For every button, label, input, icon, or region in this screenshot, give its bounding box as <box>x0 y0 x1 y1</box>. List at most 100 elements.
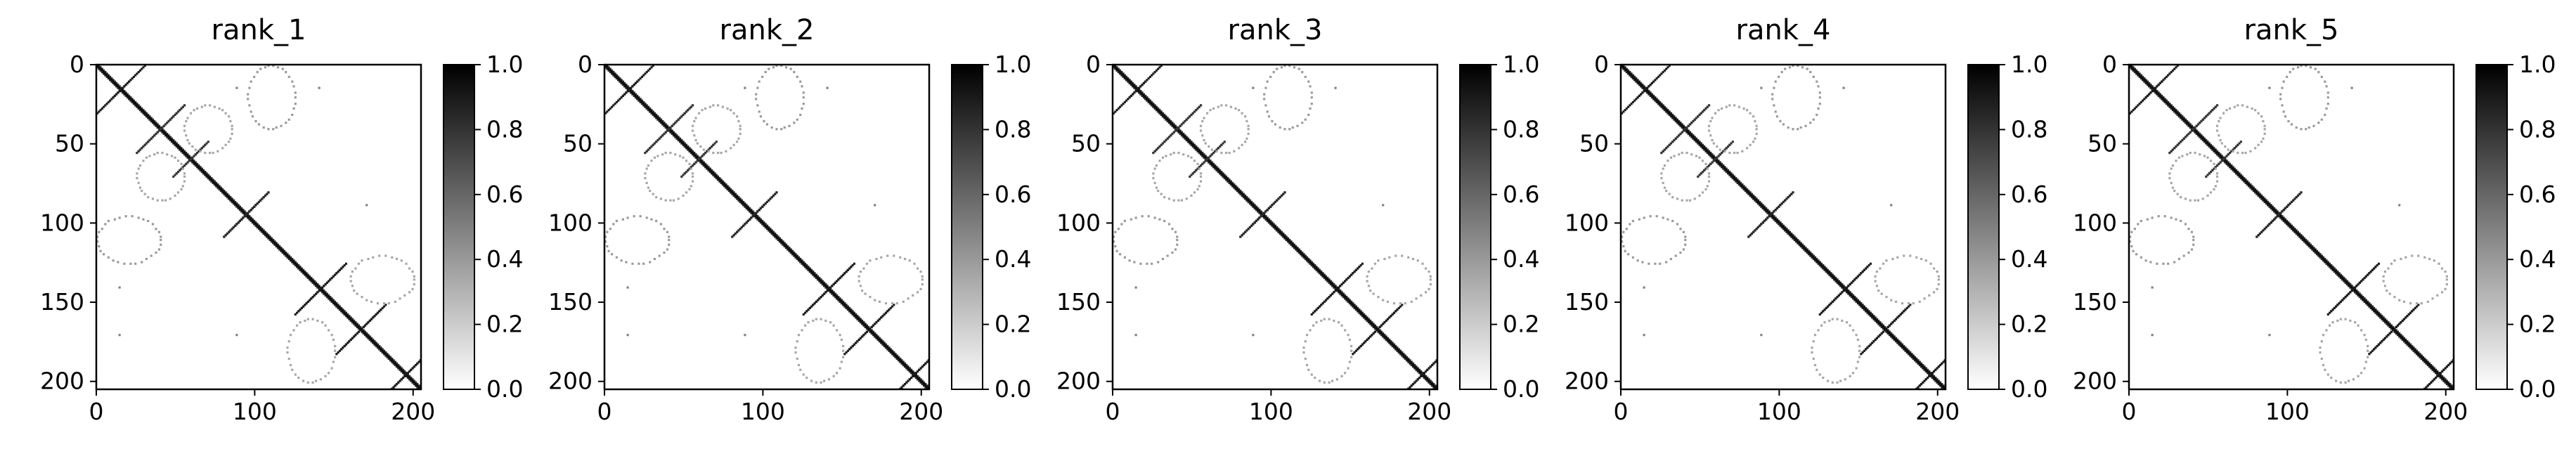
heatmap-cell <box>199 169 202 171</box>
heatmap-cell <box>1918 300 1921 303</box>
heatmap-cell <box>1898 343 1901 346</box>
heatmap-cell <box>836 296 839 299</box>
heatmap-cell <box>349 319 352 322</box>
heatmap-cell <box>212 180 214 183</box>
heatmap-cell <box>1358 266 1361 268</box>
heatmap-cell <box>1698 113 1701 117</box>
heatmap-cell <box>1267 115 1271 118</box>
heatmap-cell <box>193 162 195 165</box>
heatmap-cell <box>674 132 677 136</box>
heatmap-cell <box>682 142 685 145</box>
heatmap-cell <box>1690 122 1693 124</box>
heatmap-cell <box>340 348 343 351</box>
heatmap-cell <box>289 334 292 337</box>
heatmap-cell <box>1334 286 1337 289</box>
heatmap-cell <box>1797 238 1799 242</box>
heatmap-cell <box>170 138 174 142</box>
heatmap-cell <box>1725 171 1728 174</box>
heatmap-cell <box>1407 359 1410 362</box>
heatmap-cell <box>688 147 691 150</box>
heatmap-cell <box>1176 129 1179 132</box>
heatmap-cell <box>363 324 367 327</box>
heatmap-cell <box>903 362 907 365</box>
heatmap-cell <box>176 171 180 174</box>
heatmap-cell <box>630 91 633 94</box>
heatmap-cell <box>1367 337 1370 339</box>
heatmap-cell <box>1641 85 1644 88</box>
heatmap-cell <box>384 354 387 357</box>
heatmap-cell <box>745 204 748 207</box>
heatmap-cell <box>1793 237 1796 240</box>
heatmap-cell <box>1380 330 1383 333</box>
heatmap-cell <box>143 113 146 117</box>
heatmap-cell <box>1730 142 1733 145</box>
heatmap-cell <box>1778 75 1780 78</box>
heatmap-cell <box>803 324 807 327</box>
heatmap-cell <box>142 218 145 221</box>
heatmap-cell <box>1161 115 1165 118</box>
heatmap-cell <box>1326 278 1329 281</box>
heatmap-cell <box>1932 267 1936 270</box>
heatmap-cell <box>1830 273 1832 276</box>
heatmap-cell <box>672 134 675 137</box>
heatmap-cell <box>115 85 118 88</box>
heatmap-cell <box>1836 318 1839 320</box>
heatmap-cell <box>1643 286 1645 289</box>
heatmap-cell <box>2135 69 2138 72</box>
heatmap-cell <box>1742 185 1745 188</box>
heatmap-cell <box>634 93 637 96</box>
heatmap-cell <box>842 302 845 305</box>
heatmap-cell <box>150 137 153 140</box>
heatmap-cell <box>1141 84 1144 86</box>
heatmap-cell <box>1704 162 1707 165</box>
heatmap-cell <box>1868 311 1870 314</box>
heatmap-cell <box>1115 67 1118 70</box>
heatmap-cell <box>1766 209 1769 212</box>
heatmap-cell <box>1782 226 1785 229</box>
heatmap-cell <box>726 185 729 188</box>
heatmap-cell <box>1309 262 1312 265</box>
heatmap-cell <box>1768 213 1771 216</box>
heatmap-cell <box>1809 253 1812 256</box>
heatmap-cell <box>713 172 716 175</box>
heatmap-cell <box>913 262 916 265</box>
heatmap-cell <box>2152 86 2155 89</box>
heatmap-cell <box>1309 261 1312 264</box>
heatmap-cell <box>1405 357 1409 361</box>
heatmap-cell <box>661 123 664 126</box>
heatmap-cell <box>1920 382 1923 386</box>
heatmap-cell <box>1283 128 1286 131</box>
heatmap-cell <box>1666 218 1669 221</box>
heatmap-cell <box>1383 257 1386 261</box>
heatmap-cell <box>1366 319 1368 322</box>
heatmap-cell <box>1165 155 1167 157</box>
heatmap-cell <box>145 113 148 117</box>
heatmap-cell <box>1811 256 1813 259</box>
heatmap-cell <box>138 164 142 167</box>
heatmap-cell <box>216 150 219 152</box>
heatmap-cell <box>367 334 370 337</box>
heatmap-cell <box>614 72 616 75</box>
heatmap-cell <box>1869 313 1872 316</box>
heatmap-cell <box>179 145 181 148</box>
heatmap-cell <box>1301 254 1304 257</box>
heatmap-cell <box>194 162 197 165</box>
heatmap-cell <box>1754 119 1756 123</box>
heatmap-cell <box>694 161 697 164</box>
heatmap-cell <box>1301 122 1304 124</box>
heatmap-cell <box>815 318 817 320</box>
heatmap-cell <box>1184 119 1186 123</box>
heatmap-cell <box>276 66 280 69</box>
heatmap-cell <box>1228 178 1231 181</box>
heatmap-cell <box>162 132 165 136</box>
heatmap-cell <box>281 248 284 251</box>
heatmap-cell <box>128 94 131 97</box>
heatmap-cell <box>829 287 832 290</box>
heatmap-cell <box>888 348 891 351</box>
heatmap-cell <box>663 228 666 230</box>
heatmap-cell <box>1353 305 1356 308</box>
heatmap-cell <box>1660 72 1663 75</box>
heatmap-cell <box>640 103 643 105</box>
heatmap-cell <box>1269 223 1272 226</box>
heatmap-cell <box>851 310 854 313</box>
